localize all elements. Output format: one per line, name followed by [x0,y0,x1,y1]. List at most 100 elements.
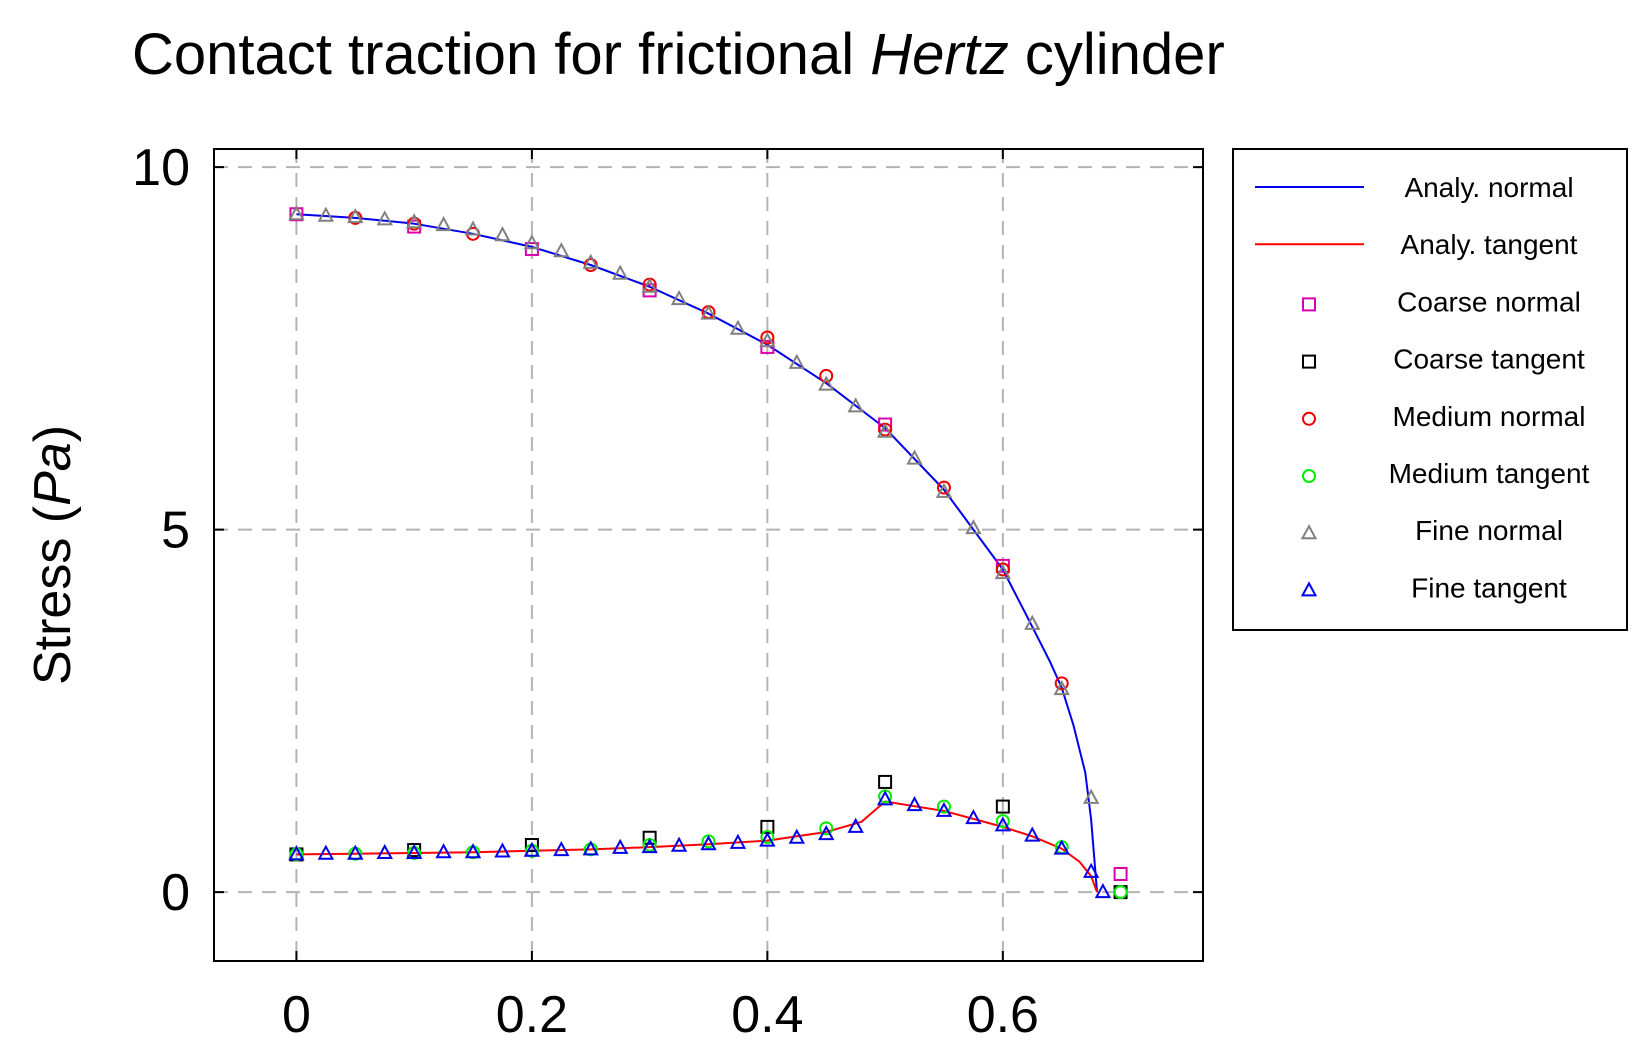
data-point-fine-tangent [965,809,982,825]
data-point-fine-normal [405,213,423,229]
legend-entry-coarse-tangent: Coarse tangent [1302,344,1585,375]
data-point-fine-tangent [935,801,953,817]
data-point-medium-normal [936,480,951,495]
legend-label: Fine tangent [1411,572,1567,603]
data-point-fine-normal [1053,680,1070,696]
data-point-fine-tangent [435,843,452,859]
data-point-medium-tangent [995,814,1010,829]
legend-label: Coarse normal [1397,286,1581,317]
y-tick-label: 10 [132,139,190,197]
data-point-coarse-normal [1113,867,1128,881]
data-point-fine-normal [1082,788,1100,804]
data-point-medium-normal [760,330,775,345]
data-point-fine-normal [759,332,776,348]
data-point-medium-tangent [1113,885,1128,900]
data-point-coarse-normal [995,558,1010,573]
x-tick-label: 0.6 [967,986,1039,1044]
y-tick-label: 5 [161,502,190,560]
data-point-fine-tangent [818,825,835,841]
data-point-fine-normal [288,205,305,221]
data-point-fine-normal [788,353,805,369]
data-point-fine-tangent [553,840,570,857]
data-point-fine-tangent [317,844,335,860]
legend: Analy. normal Analy. tangent Coarse normal… [1232,148,1628,631]
data-point-fine-tangent [994,816,1012,832]
legend-box [1232,148,1628,631]
data-point-coarse-tangent [995,799,1010,814]
data-point-medium-normal [407,216,422,231]
data-point-coarse-tangent [878,774,893,789]
data-point-medium-normal [1054,676,1069,691]
data-point-fine-tangent [582,840,599,856]
data-point-fine-normal [553,242,570,258]
data-point-fine-normal [494,226,511,242]
data-point-fine-tangent [847,817,864,833]
data-point-fine-tangent [759,831,776,847]
y-axis-label: Stress (Pa) [24,425,82,685]
data-point-fine-tangent [1024,826,1041,842]
data-point-fine-tangent [1094,883,1112,899]
legend-swatch [1300,581,1318,597]
data-point-fine-tangent [1053,839,1070,855]
data-point-medium-normal [819,368,834,383]
data-point-medium-normal [995,562,1010,577]
data-point-fine-tangent [729,833,747,849]
legend-label: Coarse tangent [1393,344,1585,375]
data-point-medium-tangent [760,830,775,845]
data-point-fine-tangent [876,790,894,806]
series-line-analy-tangent [296,800,1098,893]
legend-swatch [1302,469,1316,483]
data-point-fine-normal [935,482,953,498]
data-point-fine-tangent [405,843,423,859]
legend-entry-analy-normal: Analy. normal [1255,172,1574,203]
data-point-fine-normal [729,319,747,335]
grid-lines [214,149,1203,961]
series-coarse-normal [289,207,1128,881]
data-point-medium-tangent [819,821,834,836]
legend-entry-medium-tangent: Medium tangent [1302,458,1590,489]
legend-label: Analy. normal [1404,172,1573,203]
x-tick-label: 0.2 [496,986,568,1044]
data-point-fine-tangent [641,838,658,854]
data-point-fine-tangent [612,838,629,854]
legend-entry-analy-tangent: Analy. tangent [1255,229,1578,260]
data-point-fine-normal [965,519,982,535]
data-point-fine-tangent [494,842,511,858]
legend-label: Medium normal [1393,401,1586,432]
data-point-fine-tangent [376,843,393,859]
data-point-fine-tangent [788,828,805,844]
series-layer [288,205,1128,900]
data-point-fine-tangent [464,843,482,859]
data-point-fine-normal [612,264,629,280]
data-point-fine-normal [523,234,541,250]
data-point-fine-normal [317,206,335,222]
data-point-fine-tangent [906,796,923,812]
data-point-fine-normal [347,208,364,224]
data-point-medium-tangent [936,799,951,814]
data-point-fine-normal [994,564,1012,580]
data-point-fine-normal [906,449,923,465]
legend-entry-coarse-normal: Coarse normal [1302,286,1581,317]
series-fine-tangent [288,790,1112,899]
data-point-fine-tangent [523,841,541,857]
data-point-fine-normal [435,216,452,232]
plot-frame [213,148,1204,962]
axis-ticks: 0 0.2 0.4 0.6 0 5 10 [132,139,1203,1044]
legend-swatch [1302,354,1316,369]
data-point-fine-tangent [1082,862,1100,878]
data-point-fine-normal [700,304,717,320]
series-line-analy-normal [296,213,1099,893]
data-point-fine-normal [376,210,393,226]
data-point-fine-normal [818,375,835,391]
data-point-fine-normal [670,289,688,306]
series-medium-normal [348,210,1069,691]
data-point-fine-normal [464,220,482,236]
legend-entry-medium-normal: Medium normal [1302,401,1586,432]
data-point-fine-normal [582,253,599,269]
legend-swatch [1300,524,1318,540]
data-point-fine-tangent [670,836,688,852]
legend-entry-fine-normal: Fine normal [1300,515,1563,546]
data-point-fine-tangent [700,835,717,851]
legend-label: Fine normal [1415,515,1563,546]
